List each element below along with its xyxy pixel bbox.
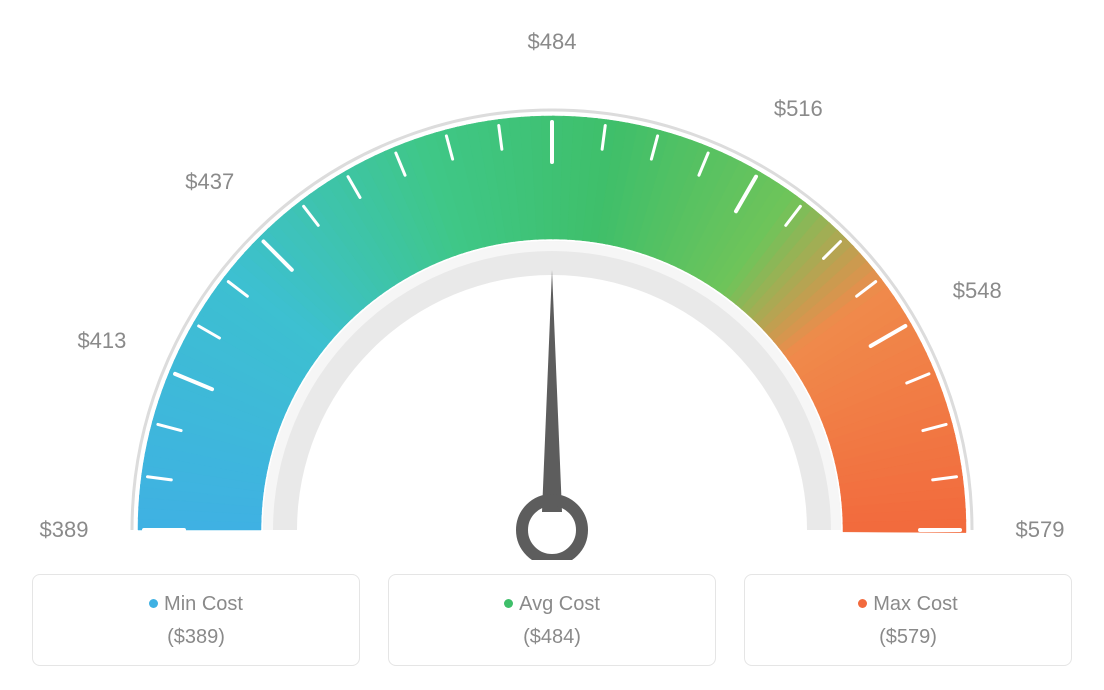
legend-card-avg: Avg Cost ($484): [388, 574, 716, 666]
legend-value-max: ($579): [755, 626, 1061, 649]
dot-icon: [858, 599, 867, 608]
legend-card-max: Max Cost ($579): [744, 574, 1072, 666]
dot-icon: [504, 599, 513, 608]
gauge-tick-label: $413: [77, 328, 126, 354]
legend-card-min: Min Cost ($389): [32, 574, 360, 666]
legend-label-text: Avg Cost: [519, 593, 600, 615]
legend-label-avg: Avg Cost: [399, 593, 705, 616]
legend-label-max: Max Cost: [755, 593, 1061, 616]
chart-container: $389 $413 $437 $484 $516 $548 $579 Min Cost ($…: [0, 0, 1104, 690]
gauge-chart: $389 $413 $437 $484 $516 $548 $579: [0, 0, 1104, 560]
gauge-tick-label: $548: [953, 278, 1002, 304]
legend-value-avg: ($484): [399, 626, 705, 649]
gauge-tick-label: $516: [774, 96, 823, 122]
gauge-tick-label: $389: [40, 517, 89, 543]
legend-row: Min Cost ($389) Avg Cost ($484) Max Cost…: [32, 574, 1072, 666]
legend-label-text: Min Cost: [164, 593, 243, 615]
legend-value-min: ($389): [43, 626, 349, 649]
dot-icon: [149, 599, 158, 608]
gauge-tick-label: $484: [528, 29, 577, 55]
legend-label-min: Min Cost: [43, 593, 349, 616]
gauge-tick-label: $437: [185, 169, 234, 195]
gauge-tick-label: $579: [1016, 517, 1065, 543]
legend-label-text: Max Cost: [873, 593, 957, 615]
